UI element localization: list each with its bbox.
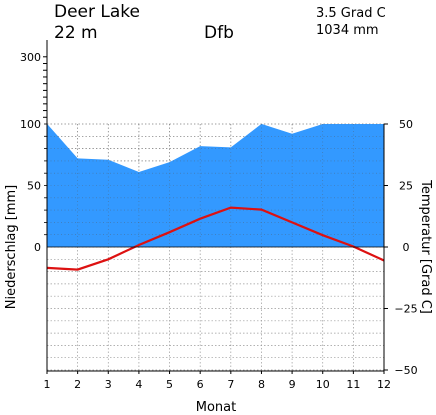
temperature-line [46, 206, 385, 271]
x-tick-label: 10 [316, 378, 330, 391]
x-tick-label: 2 [74, 378, 81, 391]
x-tick-label: 8 [258, 378, 265, 391]
precip-tick-label: 0 [34, 241, 41, 254]
x-axis-label: Monat [196, 400, 236, 415]
temp-tick-label: 25 [399, 180, 413, 193]
x-tick-label: 7 [227, 378, 234, 391]
grid-overlay [47, 123, 384, 247]
precip-tick-label: 50 [27, 180, 41, 193]
x-tick-label: 9 [289, 378, 296, 391]
mean-temperature: 3.5 Grad C [316, 6, 386, 21]
temp-tick-label: 0 [403, 241, 410, 254]
y-axis-label-left: Niederschlag [mm] [4, 185, 19, 310]
x-tick-label: 1 [44, 378, 51, 391]
precip-tick-label: 300 [20, 51, 41, 64]
temp-tick-label: −25 [394, 303, 417, 316]
annual-precipitation: 1034 mm [316, 23, 379, 38]
x-tick-label: 5 [166, 378, 173, 391]
x-tick-label: 6 [197, 378, 204, 391]
temp-tick-label: 50 [399, 118, 413, 131]
station-elevation: 22 m [54, 23, 98, 43]
x-tick-label: 12 [377, 378, 391, 391]
x-tick-label: 11 [346, 378, 360, 391]
temp-tick-label: −50 [394, 364, 417, 377]
axes-layer [43, 40, 388, 374]
y-axis-label-right: Temperatur [Grad C] [418, 179, 433, 314]
x-tick-label: 3 [105, 378, 112, 391]
x-tick-label: 4 [135, 378, 142, 391]
climate-class: Dfb [204, 23, 234, 43]
station-name: Deer Lake [54, 2, 140, 22]
precip-tick-label: 100 [20, 118, 41, 131]
